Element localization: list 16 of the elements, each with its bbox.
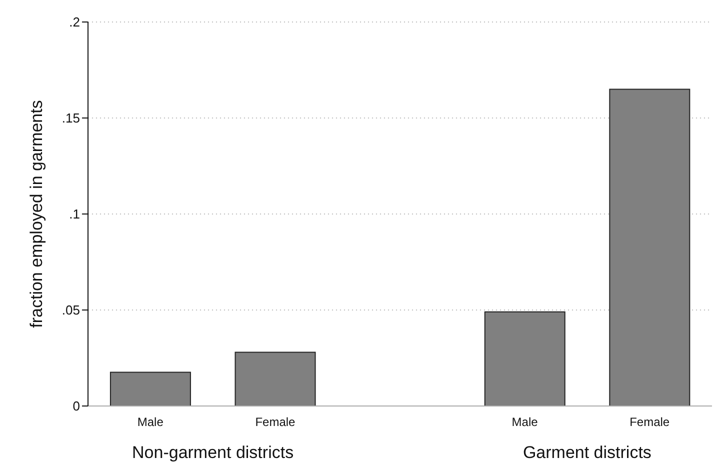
bar (609, 88, 690, 406)
y-tick-label: .1 (69, 206, 80, 222)
text: Garment districts (522, 443, 652, 462)
bar (234, 352, 316, 406)
bar (110, 372, 191, 406)
y-axis-title: fraction employed in garments (27, 100, 46, 328)
x-tick-label: Female (255, 415, 296, 429)
y-tick-label: .05 (62, 302, 80, 318)
x-tick-label: Male (137, 415, 164, 429)
y-tick-label: .2 (69, 14, 80, 30)
y-tick-label: 0 (72, 398, 80, 414)
y-tick-label: .15 (62, 110, 80, 126)
x-tick-label: Female (630, 415, 670, 429)
x-tick-label: Male (512, 415, 538, 429)
text: Non-garment districts (132, 443, 294, 462)
bar (484, 311, 566, 406)
